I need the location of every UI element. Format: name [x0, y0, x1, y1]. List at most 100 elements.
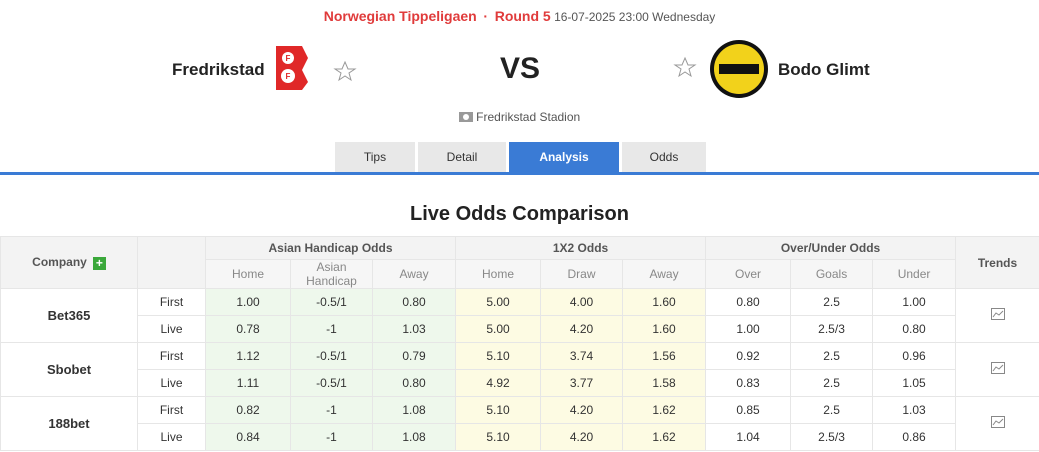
odds-type: Live	[137, 423, 206, 451]
home-logo: F F	[276, 46, 357, 90]
odds-value: -0.5/1	[290, 288, 373, 316]
odds-value: 0.84	[205, 423, 291, 451]
company-name: Sbobet	[0, 342, 138, 397]
vs-label: VS	[499, 52, 541, 85]
odds-value: 4.20	[540, 423, 624, 451]
subcolumn-header: Home	[455, 259, 542, 289]
company-name: 188bet	[0, 396, 138, 451]
tab-active[interactable]: Analysis	[509, 142, 619, 172]
trends-cell	[955, 396, 1039, 451]
tab[interactable]: Tips	[335, 142, 415, 172]
tab[interactable]: Detail	[418, 142, 506, 172]
subcolumn-header: Over	[705, 259, 792, 289]
odds-value: 0.96	[872, 342, 957, 370]
odds-value: -1	[290, 423, 373, 451]
odds-value: 1.60	[622, 315, 707, 343]
odds-value: 1.60	[622, 288, 707, 316]
subcolumn-header: Away	[371, 259, 457, 289]
odds-value: 4.92	[455, 369, 542, 397]
home-team[interactable]: Fredrikstad	[172, 60, 265, 79]
add-company[interactable]: +	[92, 257, 106, 270]
svg-text:F: F	[286, 54, 291, 63]
subcolumn-header: Draw	[540, 259, 624, 289]
group-header: 1X2 Odds	[455, 236, 707, 260]
odds-value: 1.62	[622, 423, 707, 451]
odds-value: 1.08	[371, 423, 457, 451]
odds-value: 0.78	[205, 315, 291, 343]
odds-value: 0.80	[872, 315, 957, 343]
odds-value: -1	[290, 315, 373, 343]
odds-type: Live	[137, 315, 206, 343]
group-header: Asian Handicap Odds	[204, 236, 457, 260]
trends-cell	[955, 288, 1039, 343]
odds-value: 1.56	[622, 342, 707, 370]
trend-icon[interactable]	[990, 416, 1005, 428]
subcolumn-header: Home	[205, 259, 291, 289]
type-header	[137, 236, 206, 289]
odds-value: 3.77	[540, 369, 624, 397]
league[interactable]: Norwegian Tippeligaen	[323, 8, 477, 24]
odds-value: 1.11	[205, 369, 291, 397]
odds-value: -1	[290, 396, 373, 424]
odds-value: 1.00	[705, 315, 792, 343]
company-name: Bet365	[0, 288, 138, 343]
odds-value: 0.80	[371, 369, 457, 397]
odds-value: 2.5/3	[790, 315, 874, 343]
odds-value: 2.5	[790, 369, 874, 397]
odds-value: 5.00	[455, 288, 542, 316]
trends-cell	[955, 342, 1039, 397]
odds-value: 0.82	[205, 396, 291, 424]
tab[interactable]: Odds	[622, 142, 706, 172]
odds-row: Sbobet First 1.12 -0.5/1 0.79 5.10 3.74 1.56 0.9…	[0, 342, 1039, 397]
company-header: Company +	[0, 236, 138, 289]
odds-type: First	[137, 396, 206, 424]
subheader-row: Home Asian Handicap Away Home Draw Away Over Go…	[1, 259, 1039, 289]
venue-name: Fredrikstad Stadion	[476, 110, 581, 124]
odds-value: 4.20	[540, 396, 624, 424]
odds-value: 1.58	[622, 369, 707, 397]
subcolumn-header: Asian Handicap	[290, 259, 373, 289]
trend-icon[interactable]	[990, 362, 1005, 374]
venue: Fredrikstad Stadion	[0, 110, 1039, 124]
datetime: 16-07-2025 23:00 Wednesday	[554, 10, 716, 24]
odds-value: 1.12	[205, 342, 291, 370]
odds-value: 1.03	[872, 396, 957, 424]
odds-value: 5.10	[455, 423, 542, 451]
odds-value: 5.00	[455, 315, 542, 343]
subcolumn-header: Goals	[790, 259, 874, 289]
table-title: Live Odds Comparison	[410, 203, 629, 225]
odds-table: Company + Asian Handicap Odds 1X2 Odds Over/…	[0, 236, 1039, 451]
away-logo	[673, 40, 768, 98]
odds-value: 2.5	[790, 288, 874, 316]
trend-icon[interactable]	[990, 308, 1005, 320]
odds-row: 188bet First 0.82 -1 1.08 5.10 4.20 1.62 0.85 2.5…	[0, 396, 1039, 451]
odds-type: Live	[137, 369, 206, 397]
odds-value: 1.00	[205, 288, 291, 316]
odds-row: Live 0.78 -1 1.03 5.00 4.20 1.60 1.00 2.5/3 0.80	[1, 315, 1039, 343]
svg-text:F: F	[286, 72, 291, 81]
odds-value: 0.80	[371, 288, 457, 316]
odds-value: 0.85	[705, 396, 792, 424]
trends-header: Trends	[955, 236, 1039, 289]
odds-value: 0.80	[705, 288, 792, 316]
odds-value: 0.86	[872, 423, 957, 451]
company-header-text: Company	[32, 255, 87, 269]
odds-value: -0.5/1	[290, 369, 373, 397]
odds-value: 5.10	[455, 396, 542, 424]
separator: ·	[483, 8, 489, 24]
odds-value: 2.5	[790, 342, 874, 370]
odds-row: Live 0.84 -1 1.08 5.10 4.20 1.62 1.04 2.5/3 0.86	[1, 423, 1039, 451]
subcolumn-header: Under	[872, 259, 957, 289]
odds-value: 2.5/3	[790, 423, 874, 451]
venue-icon	[458, 112, 473, 122]
odds-value: 4.00	[540, 288, 624, 316]
odds-value: 1.08	[371, 396, 457, 424]
odds-row: Live 1.11 -0.5/1 0.80 4.92 3.77 1.58 0.83 2.5 1.0…	[1, 369, 1039, 397]
odds-value: 1.05	[872, 369, 957, 397]
away-team[interactable]: Bodo Glimt	[778, 60, 870, 79]
odds-value: 1.62	[622, 396, 707, 424]
odds-value: 0.92	[705, 342, 792, 370]
odds-value: 1.04	[705, 423, 792, 451]
odds-value: 2.5	[790, 396, 874, 424]
